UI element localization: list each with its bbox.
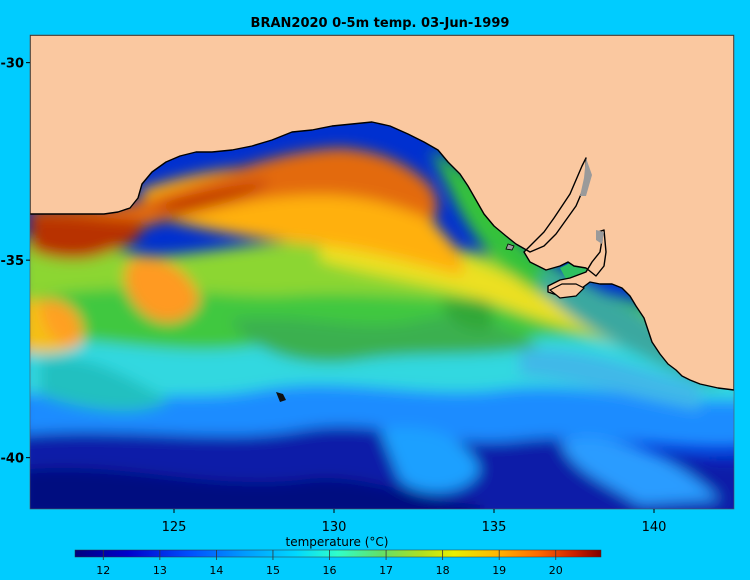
colorbar-tick-label: 18 xyxy=(436,564,450,577)
yorke-peninsula-shade xyxy=(596,230,604,244)
colorbar-ticks: 12 13 14 15 16 17 18 19 20 xyxy=(96,550,563,577)
australia-land xyxy=(30,35,734,391)
colorbar-tick-label: 17 xyxy=(379,564,393,577)
colorbar-label: temperature (°C) xyxy=(286,535,389,549)
colorbar-tick-label: 12 xyxy=(96,564,110,577)
y-tick-label: -30 xyxy=(1,57,25,72)
colorbar: temperature (°C) 12 13 14 15 16 17 18 19 20 xyxy=(74,535,602,577)
kangaroo-island xyxy=(548,283,586,299)
colorbar-tick-label: 15 xyxy=(266,564,280,577)
colorbar-tick-label: 16 xyxy=(323,564,337,577)
gulf-island xyxy=(505,243,515,251)
x-tick-label: 135 xyxy=(482,520,507,535)
map-title: BRAN2020 0-5m temp. 03-Jun-1999 xyxy=(251,16,510,31)
eyre-peninsula-shade xyxy=(580,158,592,196)
x-tick-label: 125 xyxy=(162,520,187,535)
x-tick-label: 130 xyxy=(322,520,347,535)
y-tick-label: -35 xyxy=(1,254,25,269)
map-frame xyxy=(29,34,735,510)
y-tick-label: -40 xyxy=(1,452,25,467)
colorbar-tick-label: 14 xyxy=(209,564,223,577)
colorbar-tick-label: 19 xyxy=(492,564,506,577)
y-axis: -30 -35 -40 xyxy=(1,57,30,467)
x-tick-label: 140 xyxy=(642,520,667,535)
x-axis: 125 130 135 140 xyxy=(162,509,667,535)
colorbar-tick-label: 20 xyxy=(549,564,563,577)
colorbar-gradient xyxy=(74,549,602,558)
map-panel xyxy=(30,35,734,509)
colorbar-tick-label: 13 xyxy=(153,564,167,577)
small-island xyxy=(276,392,286,402)
